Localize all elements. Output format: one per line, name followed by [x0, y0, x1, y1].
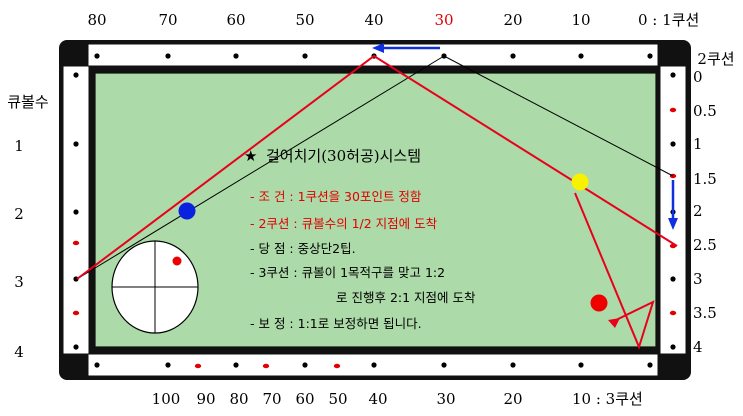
bottom-axis-label: 90: [196, 390, 215, 408]
left-half-diamond: [72, 310, 80, 316]
top-diamond: [647, 53, 653, 59]
top-axis-label: 80: [87, 11, 106, 29]
guide-line-to-2cushion: [443, 55, 674, 177]
red-arrowhead: [608, 318, 620, 328]
top-axis-label: 0 : 1쿠션: [638, 11, 699, 29]
top-axis-label: 40: [364, 11, 383, 29]
right-axis-label: 3: [693, 270, 703, 288]
star-icon: ★: [244, 147, 257, 165]
bottom-diamond: [165, 362, 171, 368]
right-diamond: [670, 141, 676, 147]
top-axis-label: 20: [503, 11, 522, 29]
bottom-diamond: [510, 362, 516, 368]
top-axis-label: 50: [295, 11, 314, 29]
bottom-axis-label: 30: [436, 390, 455, 408]
bottom-half-diamond: [262, 363, 270, 369]
top-axis-label: 10: [571, 11, 590, 29]
diagram-title: 걸어치기(30허공)시스템: [266, 147, 421, 165]
bottom-diamond: [578, 362, 584, 368]
blue-arrow-right-head: [668, 218, 678, 230]
right-half-diamond: [669, 107, 677, 113]
bottom-diamond: [647, 362, 653, 368]
bottom-diamond: [441, 362, 447, 368]
left-axis-label: 3: [14, 273, 24, 291]
left-diamond: [73, 344, 79, 350]
right-axis-label: 4: [693, 338, 703, 356]
top-axis-label: 30: [434, 11, 453, 29]
left-axis-label: 1: [14, 137, 24, 155]
left-axis-title: 큐볼수: [7, 93, 48, 111]
note-line: - 2쿠션 : 큐볼수의 1/2 지점에 도착: [250, 216, 438, 231]
right-diamond: [670, 276, 676, 282]
top-diamond: [510, 53, 516, 59]
right-axis-label: 0: [693, 68, 703, 86]
bottom-half-diamond: [333, 363, 341, 369]
bottom-axis-label: 50: [328, 390, 347, 408]
object-ball-path: [574, 192, 655, 350]
bottom-diamond: [371, 362, 377, 368]
note-line: 로 진행후 2:1 지점에 도착: [336, 290, 476, 305]
note-line: - 3쿠션 : 큐볼이 1목적구를 맞고 1:2: [250, 265, 445, 280]
bottom-axis-label: 80: [229, 390, 248, 408]
top-diamond: [578, 53, 584, 59]
bottom-diamond: [233, 362, 239, 368]
bottom-axis-label: 40: [368, 390, 387, 408]
bottom-axis-label: 20: [503, 390, 522, 408]
right-axis-title: 2쿠션: [697, 50, 734, 68]
note-line: - 조 건 : 1쿠션을 30포인트 정함: [250, 189, 422, 204]
top-diamond: [94, 53, 100, 59]
blue-ball: [178, 202, 196, 220]
guide-lines: [76, 55, 674, 280]
tip-point: [172, 256, 182, 266]
top-axis-label: 70: [158, 11, 177, 29]
left-half-diamond: [72, 240, 80, 246]
right-axis-label: 1: [693, 135, 703, 153]
bottom-half-diamond: [194, 363, 202, 369]
right-axis-label: 0.5: [693, 102, 717, 120]
guide-line-to-30: [76, 55, 445, 280]
bottom-axis-label: 100: [152, 390, 181, 408]
right-axis-label: 2.5: [693, 236, 717, 254]
right-half-diamond: [669, 310, 677, 316]
left-diamond: [73, 141, 79, 147]
left-diamond: [73, 209, 79, 215]
right-axis-label: 1.5: [693, 170, 717, 188]
left-diamond: [73, 72, 79, 78]
right-diamond: [670, 72, 676, 78]
bottom-axis-label: 60: [295, 390, 314, 408]
right-axis-label: 3.5: [693, 304, 717, 322]
blue-arrow-top-head: [372, 43, 384, 53]
right-axis-label: 2: [693, 202, 703, 220]
left-axis-label: 4: [14, 343, 24, 361]
bottom-diamond: [94, 362, 100, 368]
diamond-markers: [72, 53, 677, 369]
bottom-axis-label: 10 : 3쿠션: [572, 390, 643, 408]
top-diamond: [302, 53, 308, 59]
red-ball: [590, 294, 608, 312]
left-axis-label: 2: [14, 205, 24, 223]
right-diamond: [670, 344, 676, 350]
note-line: - 당 점 : 중상단2팁.: [250, 241, 356, 256]
cue-tip-diagram: [111, 240, 199, 334]
top-diamond: [165, 53, 171, 59]
yellow-ball: [571, 173, 589, 191]
top-diamond: [233, 53, 239, 59]
top-axis-label: 60: [226, 11, 245, 29]
bottom-diamond: [302, 362, 308, 368]
bottom-axis-label: 70: [262, 390, 281, 408]
note-line: - 보 정 : 1:1로 보정하면 됩니다.: [250, 316, 422, 331]
